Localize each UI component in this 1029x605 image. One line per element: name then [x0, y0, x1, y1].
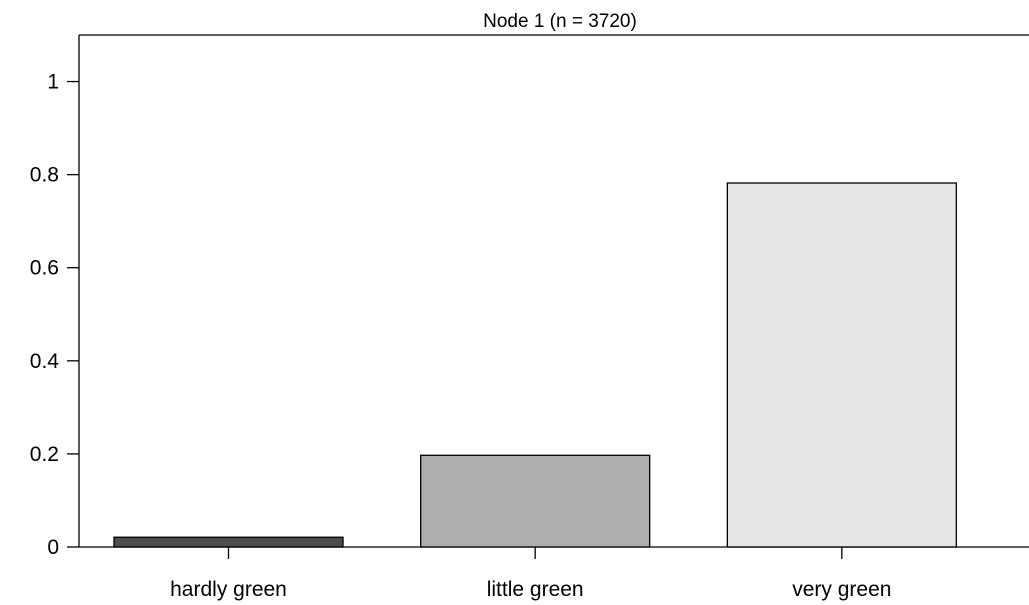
y-tick-label: 1 [47, 71, 59, 94]
bar-very-green [726, 182, 957, 548]
chart-title: Node 1 (n = 3720) [483, 11, 637, 32]
x-axis-ticks: hardly green little green very green [170, 547, 891, 601]
bars-group [113, 182, 957, 548]
x-tick-label: hardly green [170, 578, 287, 601]
x-tick-label: little green [487, 578, 584, 601]
y-tick-label: 0.4 [30, 350, 60, 373]
bar-little-green [420, 454, 651, 548]
x-tick-label: very green [792, 578, 891, 601]
y-tick-label: 0 [47, 536, 59, 559]
y-tick-label: 0.8 [30, 164, 59, 187]
y-tick-label: 0.6 [30, 257, 59, 280]
y-axis-ticks: 0 0.2 0.4 0.6 0.8 1 [30, 71, 79, 559]
y-tick-label: 0.2 [30, 443, 59, 466]
bar-hardly-green [113, 536, 344, 548]
